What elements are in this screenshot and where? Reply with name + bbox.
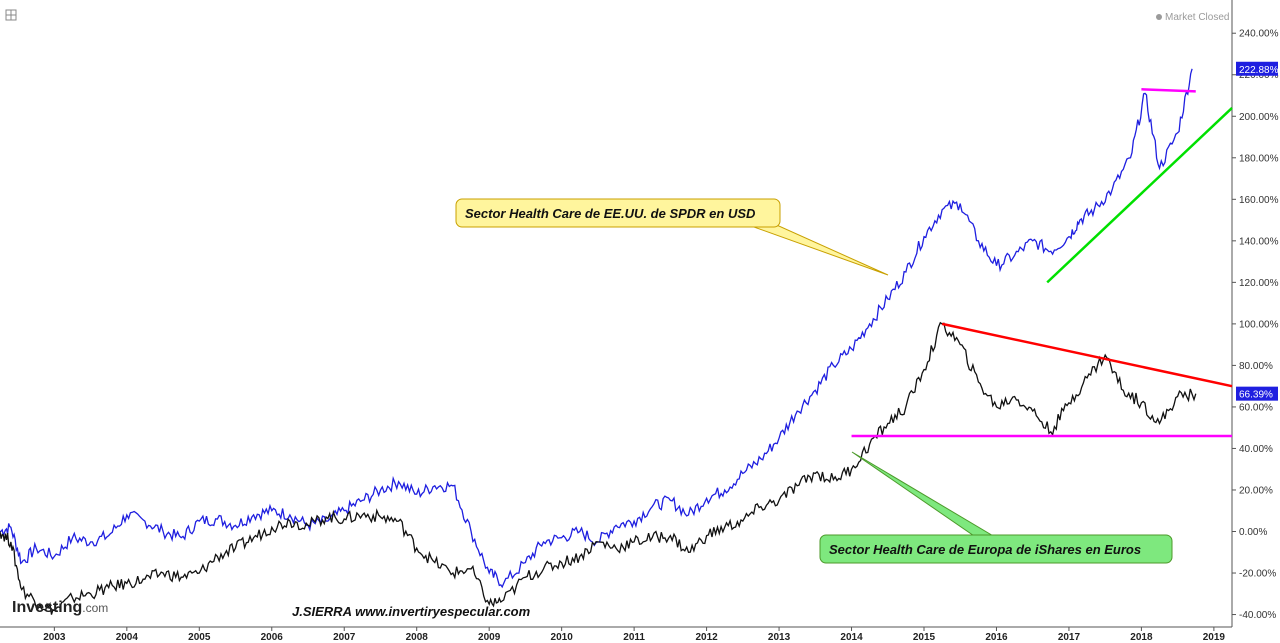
callout-us-box bbox=[455, 198, 781, 228]
x-tick-label: 2012 bbox=[695, 632, 718, 643]
callout-eu: Sector Health Care de Europa de iShares … bbox=[819, 451, 1173, 564]
trendline-blue-resistance bbox=[1141, 88, 1196, 93]
x-tick-label: 2015 bbox=[913, 632, 936, 643]
y-tick-label: 20.00% bbox=[1239, 485, 1273, 496]
price-tag-blue-label: 222.88% bbox=[1239, 65, 1279, 76]
x-tick-label: 2018 bbox=[1130, 632, 1153, 643]
x-tick-label: 2013 bbox=[768, 632, 791, 643]
y-tick-label: 180.00% bbox=[1239, 153, 1279, 164]
x-tick-label: 2011 bbox=[623, 632, 645, 643]
y-tick-label: -40.00% bbox=[1239, 610, 1276, 621]
x-tick-label: 2005 bbox=[188, 632, 211, 643]
trendline-black-resistance bbox=[941, 322, 1233, 388]
callout-eu-text: Sector Health Care de Europa de iShares … bbox=[829, 542, 1141, 557]
trendlines bbox=[851, 88, 1233, 438]
investing-logo: Investing.com bbox=[12, 599, 108, 616]
x-tick-label: 2014 bbox=[840, 632, 863, 643]
market-status-dot bbox=[1156, 14, 1162, 20]
x-tick-label: 2007 bbox=[333, 632, 356, 643]
y-tick-label: 140.00% bbox=[1239, 236, 1279, 247]
y-tick-label: 240.00% bbox=[1239, 29, 1279, 40]
y-tick-label: 0.00% bbox=[1239, 527, 1267, 538]
x-tick-label: 2003 bbox=[43, 632, 66, 643]
callout-us: Sector Health Care de EE.UU. de SPDR en … bbox=[455, 198, 889, 276]
x-axis: 2003 2004 2005 2006 2007 2008 2009 2010 2011 2012… bbox=[43, 627, 1225, 643]
y-tick-label: 60.00% bbox=[1239, 402, 1273, 413]
trendline-blue-support bbox=[1046, 107, 1233, 284]
price-tag-blue: 222.88% bbox=[1236, 61, 1279, 76]
y-tick-label: 100.00% bbox=[1239, 319, 1279, 330]
y-tick-label: -20.00% bbox=[1239, 569, 1276, 580]
x-tick-label: 2019 bbox=[1203, 632, 1226, 643]
plot-area bbox=[0, 0, 1233, 628]
series-line-1 bbox=[0, 321, 1197, 615]
x-tick-label: 2006 bbox=[261, 632, 284, 643]
callout-eu-box bbox=[819, 534, 1173, 564]
x-tick-label: 2010 bbox=[551, 632, 574, 643]
callout-us-text: Sector Health Care de EE.UU. de SPDR en … bbox=[465, 206, 756, 221]
y-tick-label: 160.00% bbox=[1239, 195, 1279, 206]
y-tick-label: 40.00% bbox=[1239, 444, 1273, 455]
x-tick-label: 2009 bbox=[478, 632, 501, 643]
author-watermark: J.SIERRA www.invertiryespecular.com bbox=[292, 604, 531, 619]
y-tick-label: 200.00% bbox=[1239, 112, 1279, 123]
x-tick-label: 2017 bbox=[1058, 632, 1081, 643]
market-status-label: Market Closed bbox=[1165, 12, 1229, 23]
x-tick-label: 2004 bbox=[116, 632, 139, 643]
x-tick-label: 2016 bbox=[985, 632, 1008, 643]
price-tag-black-label: 66.39% bbox=[1239, 390, 1273, 401]
price-tag-black: 66.39% bbox=[1236, 386, 1278, 401]
y-tick-label: 80.00% bbox=[1239, 361, 1273, 372]
expand-icon[interactable] bbox=[5, 9, 17, 21]
x-tick-label: 2008 bbox=[406, 632, 429, 643]
y-tick-label: 120.00% bbox=[1239, 278, 1279, 289]
